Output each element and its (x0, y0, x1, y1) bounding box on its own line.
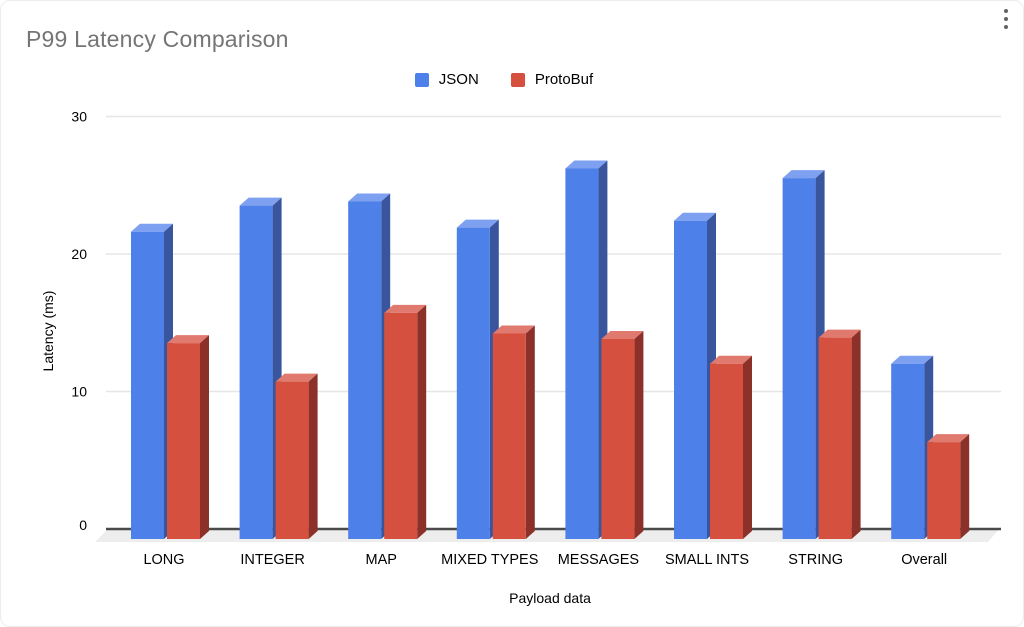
bar-front-face (131, 231, 164, 539)
bar-protobuf-map[interactable] (384, 304, 427, 539)
bar-protobuf-integer[interactable] (275, 373, 318, 539)
bar-json-small-ints[interactable] (674, 212, 716, 539)
bar-side-face (417, 304, 427, 539)
bar-side-face (851, 329, 861, 539)
bar-front-face (384, 312, 418, 539)
bar-json-integer[interactable] (239, 197, 282, 539)
bar-top-face (348, 193, 391, 202)
bar-side-face (634, 331, 644, 539)
x-axis-title: Payload data (509, 590, 591, 606)
bar-front-face (565, 168, 599, 539)
bar-top-face (275, 373, 318, 382)
bar-protobuf-string[interactable] (818, 329, 861, 539)
x-category-label: Overall (901, 552, 947, 568)
bar-top-face (239, 197, 282, 206)
legend-item-protobuf[interactable]: ProtoBuf (510, 71, 594, 88)
x-category-label: MESSAGES (558, 552, 639, 568)
bar-front-face (782, 178, 816, 539)
bar-front-face (492, 333, 526, 539)
bar-top-face (456, 219, 499, 228)
legend-label-json: JSON (438, 71, 479, 88)
bar-side-face (200, 335, 209, 539)
x-category-label: LONG (143, 552, 184, 568)
bar-json-map[interactable] (348, 193, 391, 540)
bar-side-face (960, 434, 970, 539)
y-tick-label: 10 (71, 384, 87, 400)
bar-side-face (525, 325, 535, 539)
bar-front-face (710, 363, 743, 539)
legend-swatch-protobuf (510, 72, 525, 87)
bar-top-face (818, 329, 861, 338)
bar-front-face (239, 205, 273, 539)
bar-front-face (275, 381, 309, 539)
chart-title: P99 Latency Comparison (26, 26, 289, 52)
kebab-menu-icon[interactable] (995, 5, 1017, 33)
legend-swatch-json (414, 72, 429, 87)
x-category-label: SMALL INTS (665, 552, 749, 568)
legend: JSON ProtoBuf (1, 71, 1016, 88)
bar-top-face (927, 434, 970, 443)
bar-front-face (167, 343, 200, 539)
menu-dot (1004, 9, 1008, 13)
bar-side-face (743, 355, 752, 539)
x-category-label: INTEGER (240, 552, 304, 568)
bar-side-face (308, 373, 318, 539)
bar-front-face (927, 442, 961, 539)
menu-dot (1004, 17, 1008, 21)
y-tick-label: 30 (71, 109, 87, 125)
bar-top-face (710, 355, 752, 364)
y-tick-label: 0 (79, 517, 87, 533)
bar-protobuf-messages[interactable] (601, 331, 644, 539)
bar-front-face (601, 339, 635, 539)
x-category-label: MAP (365, 552, 396, 568)
bar-front-face (891, 363, 925, 539)
bar-top-face (565, 160, 608, 169)
bar-json-mixed-types[interactable] (456, 219, 499, 539)
bar-top-face (492, 325, 535, 334)
legend-item-json[interactable]: JSON (414, 71, 479, 88)
bar-json-string[interactable] (782, 170, 825, 539)
bar-top-face (601, 331, 644, 339)
bar-json-overall[interactable] (891, 355, 934, 539)
bar-front-face (456, 227, 490, 539)
bar-top-face (782, 170, 825, 179)
bar-json-messages[interactable] (565, 160, 608, 540)
bar-top-face (674, 212, 716, 221)
bar-protobuf-small-ints[interactable] (710, 355, 752, 539)
bar-top-face (384, 304, 427, 313)
bar-top-face (131, 223, 173, 232)
x-category-label: STRING (788, 552, 843, 568)
bar-front-face (674, 220, 707, 539)
bar-top-face (167, 335, 209, 344)
legend-label-protobuf: ProtoBuf (534, 71, 594, 88)
x-category-label: MIXED TYPES (441, 552, 538, 568)
bar-protobuf-overall[interactable] (927, 434, 970, 539)
bar-front-face (818, 337, 852, 539)
bar-json-long[interactable] (131, 223, 173, 539)
bar-protobuf-mixed-types[interactable] (492, 325, 535, 540)
bar-protobuf-long[interactable] (167, 335, 209, 539)
y-tick-label: 20 (71, 246, 87, 262)
floor-plane (95, 529, 999, 542)
menu-dot (1004, 25, 1008, 29)
bar-top-face (891, 355, 934, 364)
bar-front-face (348, 201, 382, 539)
